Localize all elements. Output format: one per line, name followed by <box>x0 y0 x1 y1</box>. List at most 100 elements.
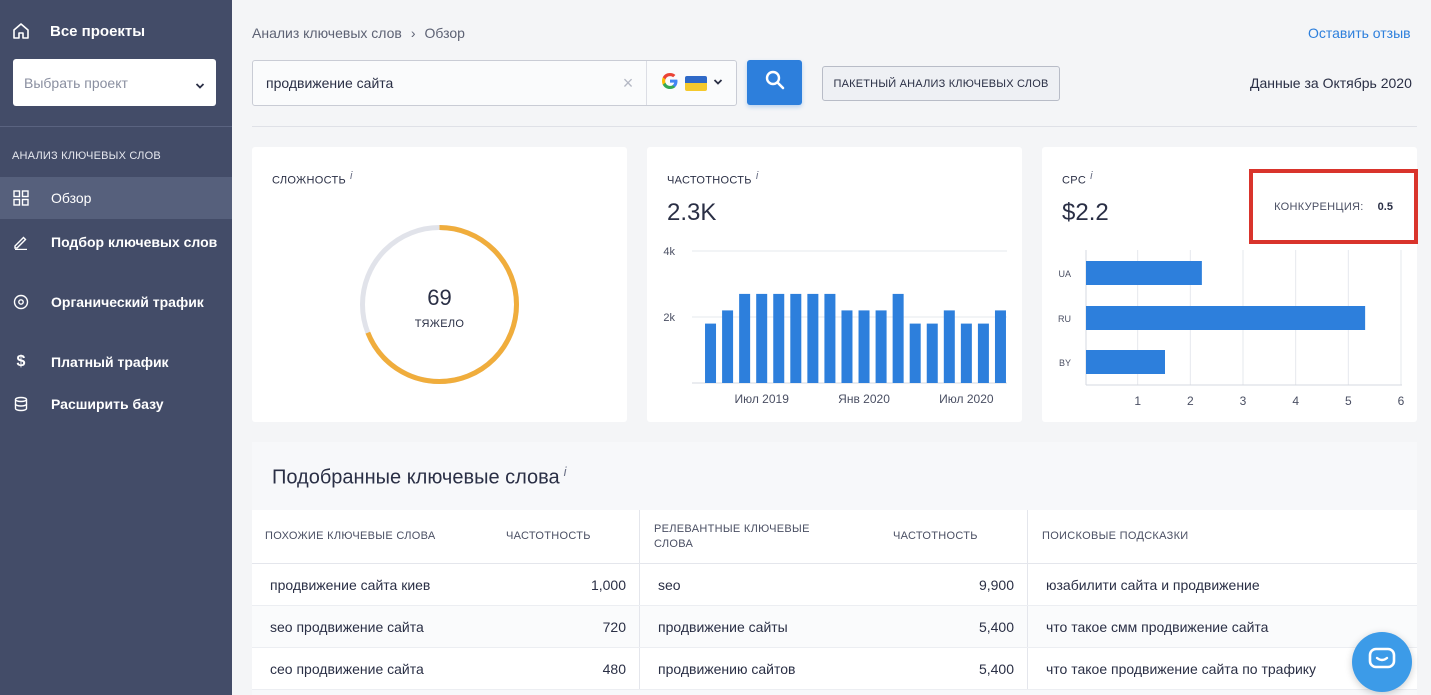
all-projects-link[interactable]: Все проекты <box>12 20 145 42</box>
sidebar-top: Все проекты Выбрать проект <box>0 0 232 127</box>
sidebar: Все проекты Выбрать проект АНАЛИЗ КЛЮЧЕВ… <box>0 0 232 695</box>
similar-frequency: 480 <box>602 660 626 677</box>
chat-button[interactable] <box>1352 632 1412 692</box>
search-button[interactable] <box>747 60 802 105</box>
frequency-bar <box>824 293 836 383</box>
sidebar-item-keyword-research[interactable]: Подбор ключевых слов <box>0 233 232 269</box>
database-icon <box>12 395 30 413</box>
difficulty-label: ТЯЖЕЛО <box>414 318 465 330</box>
table-row: seo продвижение сайта 720 продвижение са… <box>252 606 1417 648</box>
breadcrumb: Анализ ключевых слов › Обзор <box>252 25 465 41</box>
header-frequency[interactable]: ЧАСТОТНОСТЬ <box>506 530 591 542</box>
similar-keyword[interactable]: seo продвижение сайта <box>270 618 424 635</box>
sidebar-item-label: Обзор <box>51 190 92 206</box>
header-frequency[interactable]: ЧАСТОТНОСТЬ <box>893 530 978 542</box>
difficulty-card: СЛОЖНОСТЬ i 69 ТЯЖЕЛО <box>252 147 627 422</box>
frequency-bar <box>773 293 785 383</box>
search-suggestion[interactable]: юзабилити сайта и продвижение <box>1027 564 1417 605</box>
search-suggestion[interactable]: что такое продвижение сайта по трафику <box>1027 648 1417 689</box>
info-icon: i <box>350 170 353 182</box>
ukraine-flag-icon <box>684 75 707 91</box>
frequency-bar <box>926 323 938 383</box>
x-tick-label: 4 <box>1292 394 1299 408</box>
keywords-title: Подобранные ключевые слова i <box>272 464 567 489</box>
frequency-chart: 4k 2k Июл 2019 Янв 2020 Июл 2020 <box>663 246 1007 406</box>
cpc-bar <box>1086 350 1165 374</box>
sidebar-item-label: Подбор ключевых слов <box>51 234 218 250</box>
cpc-chart: UA RU BY 1 2 3 4 5 6 <box>1058 250 1405 408</box>
frequency-title: ЧАСТОТНОСТЬ i <box>667 170 759 187</box>
breadcrumb-separator-icon: › <box>410 25 416 41</box>
relevant-frequency: 9,900 <box>978 576 1014 593</box>
table-row: продвижение сайта киев 1,000 seo 9,900 ю… <box>252 564 1417 606</box>
sidebar-item-label: Платный трафик <box>51 354 169 370</box>
frequency-bar <box>858 310 870 383</box>
breadcrumb-item-keyword-analysis[interactable]: Анализ ключевых слов <box>252 25 402 41</box>
feedback-link[interactable]: Оставить отзыв <box>1308 25 1411 41</box>
data-date: Данные за Октябрь 2020 <box>1250 75 1412 91</box>
cpc-bar <box>1086 261 1202 285</box>
x-tick-label: Янв 2020 <box>838 392 890 406</box>
search-box: × <box>252 60 737 106</box>
sidebar-item-overview[interactable]: Обзор <box>0 177 232 219</box>
competition-box: КОНКУРЕНЦИЯ: 0.5 <box>1249 169 1418 244</box>
home-icon <box>12 22 30 40</box>
x-tick-label: 5 <box>1345 394 1352 408</box>
similar-frequency: 720 <box>602 618 626 635</box>
header-relevant-keywords[interactable]: РЕЛЕВАНТНЫЕ КЛЮЧЕВЫЕ СЛОВА <box>639 510 879 563</box>
frequency-bar <box>722 310 734 383</box>
search-input[interactable] <box>253 61 610 105</box>
x-tick-label: Июл 2020 <box>939 392 994 406</box>
x-tick-label: 6 <box>1398 394 1405 408</box>
similar-keyword[interactable]: продвижение сайта киев <box>270 576 431 593</box>
chevron-down-icon <box>713 74 723 92</box>
similar-frequency: 1,000 <box>590 576 626 593</box>
info-icon: i <box>563 464 567 479</box>
difficulty-value: 69 <box>427 285 452 310</box>
grid-icon <box>12 189 30 207</box>
frequency-bar <box>705 323 717 383</box>
relevant-keyword[interactable]: продвижение сайты <box>639 606 879 647</box>
x-tick-label: 2 <box>1187 394 1194 408</box>
frequency-bar <box>977 323 989 383</box>
similar-keyword[interactable]: сео продвижение сайта <box>270 660 424 677</box>
frequency-bar <box>892 293 904 383</box>
cpc-value: $2.2 <box>1062 199 1109 226</box>
sidebar-item-label: Расширить базу <box>51 396 164 412</box>
header-similar-keywords[interactable]: ПОХОЖИЕ КЛЮЧЕВЫЕ СЛОВА <box>265 530 436 542</box>
header-divider <box>252 126 1417 127</box>
relevant-keyword[interactable]: seo <box>639 564 879 605</box>
cpc-title: CPC i <box>1062 170 1093 187</box>
search-suggestion[interactable]: что такое смм продвижение сайта <box>1027 606 1417 647</box>
relevant-frequency: 5,400 <box>978 618 1014 635</box>
frequency-bar <box>841 310 853 383</box>
relevant-keyword[interactable]: продвижению сайтов <box>639 648 879 689</box>
sidebar-item-organic-traffic[interactable]: Органический трафик <box>0 293 232 329</box>
sidebar-item-expand-base[interactable]: Расширить базу <box>0 395 232 413</box>
project-select[interactable]: Выбрать проект <box>13 59 216 106</box>
y-tick-label: RU <box>1058 314 1071 324</box>
search-icon <box>765 70 785 95</box>
relevant-frequency: 5,400 <box>978 660 1014 677</box>
frequency-bar <box>807 293 819 383</box>
info-icon: i <box>1090 170 1093 182</box>
difficulty-gauge-arc <box>360 225 519 384</box>
x-tick-label: Июл 2019 <box>734 392 789 406</box>
sidebar-nav: Обзор Подбор ключевых слов Органический … <box>0 177 232 413</box>
dollar-icon: $ <box>16 353 26 370</box>
y-tick-label: 4k <box>663 246 675 258</box>
frequency-value: 2.3K <box>667 199 717 226</box>
frequency-bar <box>994 310 1006 383</box>
breadcrumb-item-overview: Обзор <box>424 25 465 41</box>
engine-region-select[interactable] <box>646 61 736 105</box>
header-search-suggestions[interactable]: ПОИСКОВЫЕ ПОДСКАЗКИ <box>1027 510 1417 563</box>
frequency-bar <box>875 310 887 383</box>
sidebar-item-paid-traffic[interactable]: $ Платный трафик <box>0 353 232 371</box>
frequency-bar <box>960 323 972 383</box>
chat-icon <box>1368 647 1396 678</box>
y-tick-label: 2k <box>663 312 675 324</box>
batch-analysis-button[interactable]: ПАКЕТНЫЙ АНАЛИЗ КЛЮЧЕВЫХ СЛОВ <box>822 66 1060 101</box>
clear-icon[interactable]: × <box>622 72 634 93</box>
sidebar-item-label: Органический трафик <box>51 294 204 310</box>
target-icon <box>12 293 30 311</box>
